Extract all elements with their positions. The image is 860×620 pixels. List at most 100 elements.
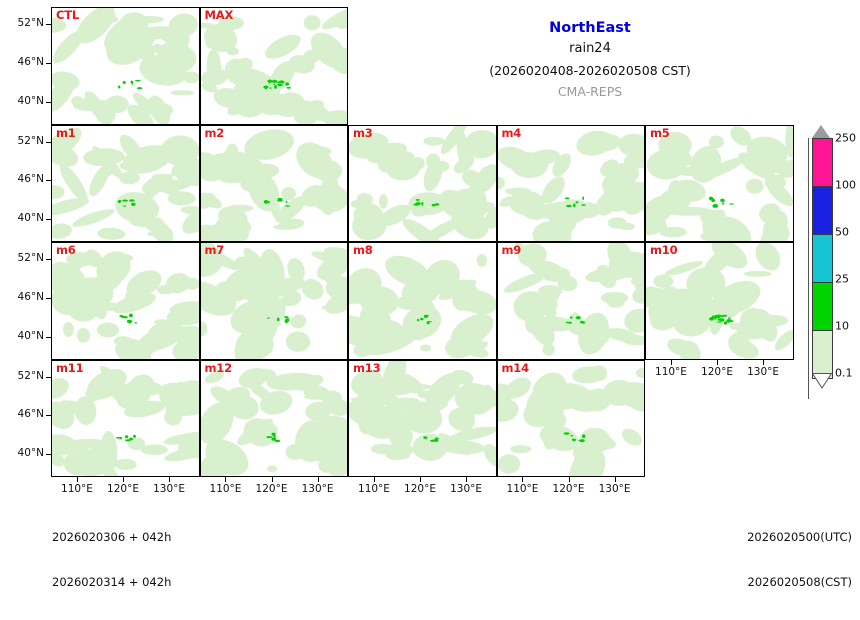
panel-label-ctl: CTL <box>56 8 80 22</box>
lat-tick-label: 40°N <box>17 329 44 342</box>
lat-tick-mark <box>46 454 51 456</box>
colorbar-tick-50: 50 <box>835 225 849 239</box>
lat-tick-label: 52°N <box>17 134 44 147</box>
lon-tick-label: 130°E <box>598 483 631 495</box>
lon-tick-label: 120°E <box>107 483 139 495</box>
lat-tick-label: 52°N <box>17 17 44 30</box>
lon-tick-mark <box>466 477 468 482</box>
lon-tick-label: 120°E <box>255 483 288 495</box>
map-panel-m13: m13 <box>348 359 497 477</box>
panel-label-m13: m13 <box>353 360 381 375</box>
lon-tick-mark <box>76 477 78 482</box>
variable-title: rain24 <box>569 41 611 56</box>
lat-tick-label: 40°N <box>17 447 44 460</box>
lon-tick-label: 110°E <box>655 365 687 378</box>
valid-time-range: (2026020408-2026020508 CST) <box>489 63 691 78</box>
lon-tick-label: 130°E <box>450 483 483 495</box>
lat-tick-mark <box>46 297 51 299</box>
map-panel-m5: m5 <box>645 124 794 242</box>
lon-tick-label: 120°E <box>552 483 585 495</box>
lon-tick-mark <box>271 477 273 482</box>
map-panel-m12: m12 <box>199 359 348 477</box>
colorbar-tick-100: 100 <box>835 178 856 192</box>
map-panel-m7: m7 <box>199 242 348 360</box>
colorbar-band-25 <box>812 283 833 331</box>
lon-tick-mark <box>568 477 570 482</box>
map-panel-m2: m2 <box>199 124 348 242</box>
footer-init-times: 2026020306 + 042h 2026020314 + 042h <box>52 500 171 620</box>
map-panel-m8: m8 <box>348 242 497 360</box>
title-block: NorthEast rain24 (2026020408-2026020508 … <box>430 18 750 102</box>
lat-tick-mark <box>46 101 51 103</box>
panel-label-m4: m4 <box>501 125 522 140</box>
lat-tick-mark <box>46 180 51 182</box>
figure-canvas: CTL MAX m1 m2 m3 <box>17 7 860 589</box>
colorbar-tick-250: 250 <box>835 131 856 145</box>
lat-tick-mark <box>46 336 51 338</box>
lat-tick-mark <box>46 141 51 143</box>
lon-tick-label: 120°E <box>701 365 733 378</box>
map-panel-m1: m1 <box>51 124 200 242</box>
lon-tick-mark <box>373 477 375 482</box>
colorbar-axis-line <box>808 138 809 399</box>
lon-tick-mark <box>225 477 227 482</box>
footer-right-line2: 2026020508(CST) <box>747 575 853 589</box>
panel-label-m5: m5 <box>650 125 670 140</box>
lat-tick-mark <box>46 259 51 261</box>
lat-tick-mark <box>46 219 51 221</box>
footer-left-line2: 2026020314 + 042h <box>52 575 172 589</box>
map-panel-m11: m11 <box>51 359 200 477</box>
lat-tick-mark <box>46 24 51 26</box>
colorbar-tick-10: 10 <box>835 319 849 333</box>
lon-tick-mark <box>123 477 125 482</box>
colorbar-cap-bottom-icon <box>812 373 832 389</box>
footer-valid-times: 2026020500(UTC) 2026020508(CST) <box>747 500 852 620</box>
lon-tick-label: 130°E <box>747 365 780 378</box>
lat-tick-label: 40°N <box>17 94 44 107</box>
lon-tick-mark <box>717 359 719 365</box>
lat-tick-label: 40°N <box>17 212 44 225</box>
lon-tick-label: 110°E <box>506 483 539 495</box>
map-panel-m6: m6 <box>51 242 200 360</box>
colorbar-band-100 <box>812 187 833 235</box>
colorbar-cap-top-icon <box>812 125 830 138</box>
map-panel-max: MAX <box>199 7 348 125</box>
map-panel-m14: m14 <box>496 359 645 477</box>
panel-label-m1: m1 <box>56 125 76 140</box>
panel-label-m8: m8 <box>353 243 373 257</box>
colorbar-bands <box>812 138 833 379</box>
lon-tick-mark <box>169 477 171 482</box>
colorbar: 250 100 50 25 10 0.1 <box>808 124 860 399</box>
lon-tick-label: 130°E <box>153 483 186 495</box>
model-name: CMA-REPS <box>557 84 623 99</box>
lat-tick-label: 52°N <box>17 369 44 382</box>
map-panel-m9: m9 <box>496 242 645 360</box>
lat-tick-label: 46°N <box>17 173 44 186</box>
map-panel-m4: m4 <box>496 124 645 242</box>
lon-tick-label: 110°E <box>358 483 390 495</box>
lon-tick-mark <box>614 477 616 482</box>
lon-tick-mark <box>317 477 319 482</box>
lon-tick-mark <box>522 477 524 482</box>
map-panel-m10: m10 <box>645 242 794 360</box>
region-title: NorthEast <box>549 20 631 36</box>
lat-tick-mark <box>46 415 51 417</box>
lon-tick-mark <box>420 477 422 482</box>
lat-tick-label: 46°N <box>17 55 44 68</box>
panel-label-m10: m10 <box>650 243 678 257</box>
colorbar-tick-25: 25 <box>835 272 849 286</box>
lon-tick-label: 110°E <box>209 483 242 495</box>
lon-tick-mark <box>670 359 672 365</box>
panel-label-m7: m7 <box>204 243 225 257</box>
panel-label-m6: m6 <box>56 243 76 257</box>
colorbar-tick-0.1: 0.1 <box>835 366 853 380</box>
panel-label-m9: m9 <box>501 243 522 257</box>
lat-tick-mark <box>46 62 51 64</box>
panel-label-m12: m12 <box>204 360 233 375</box>
panel-label-m2: m2 <box>204 125 225 140</box>
lat-tick-label: 52°N <box>17 252 44 265</box>
colorbar-band-50 <box>812 235 833 283</box>
colorbar-band-250 <box>812 138 833 187</box>
panel-label-m14: m14 <box>501 360 530 375</box>
lat-tick-label: 46°N <box>17 408 44 421</box>
